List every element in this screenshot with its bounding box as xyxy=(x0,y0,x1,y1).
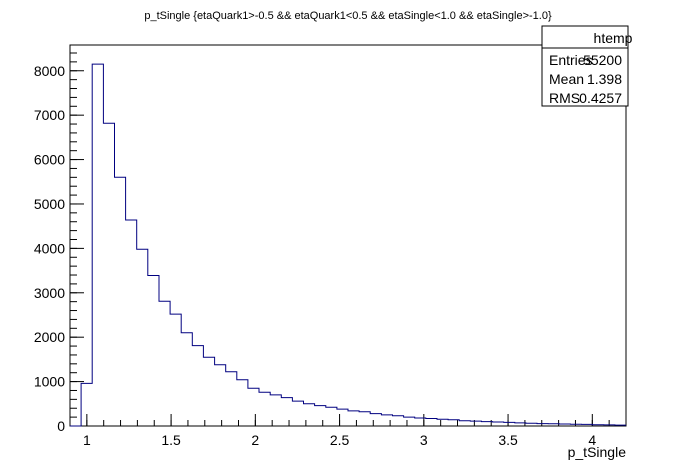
x-tick-label: 1.5 xyxy=(161,432,181,448)
stats-row-value: 1.398 xyxy=(587,71,622,87)
stats-row-label: Entries xyxy=(549,52,593,68)
y-tick-label: 8000 xyxy=(34,63,65,79)
stats-row-value: 55200 xyxy=(583,52,622,68)
y-tick-labels: 0 1000 2000 3000 4000 5000 6000 7000 8000 xyxy=(34,63,65,434)
major-ticks xyxy=(70,70,593,427)
x-tick-label: 2 xyxy=(251,432,259,448)
stats-row-label: Mean xyxy=(549,71,584,87)
histogram-line xyxy=(70,63,626,427)
x-axis-title: p_tSingle xyxy=(568,444,627,460)
y-tick-label: 4000 xyxy=(34,240,65,256)
stats-row-label: RMS xyxy=(549,90,580,106)
y-tick-label: 6000 xyxy=(34,152,65,168)
stats-box-frame xyxy=(541,25,629,107)
x-tick-label: 3.5 xyxy=(498,432,518,448)
x-tick-label: 4 xyxy=(588,432,596,448)
chart-title: p_tSingle {etaQuark1>-0.5 && etaQuark1<0… xyxy=(144,10,552,22)
y-tick-label: 3000 xyxy=(34,285,65,301)
y-tick-label: 0 xyxy=(57,418,65,434)
y-tick-label: 1000 xyxy=(34,374,65,390)
minor-ticks xyxy=(69,52,610,427)
x-tick-label: 1 xyxy=(83,432,91,448)
y-tick-label: 2000 xyxy=(34,329,65,345)
x-tick-label: 3 xyxy=(420,432,428,448)
x-tick-label: 2.5 xyxy=(330,432,350,448)
y-tick-label: 7000 xyxy=(34,107,65,123)
x-tick-labels: 1 1.5 2 2.5 3 3.5 4 xyxy=(83,432,596,448)
stats-row-value: 0.4257 xyxy=(579,90,622,106)
stats-box-title: htemp xyxy=(594,30,633,46)
plot-frame xyxy=(69,44,627,427)
y-tick-label: 5000 xyxy=(34,196,65,212)
